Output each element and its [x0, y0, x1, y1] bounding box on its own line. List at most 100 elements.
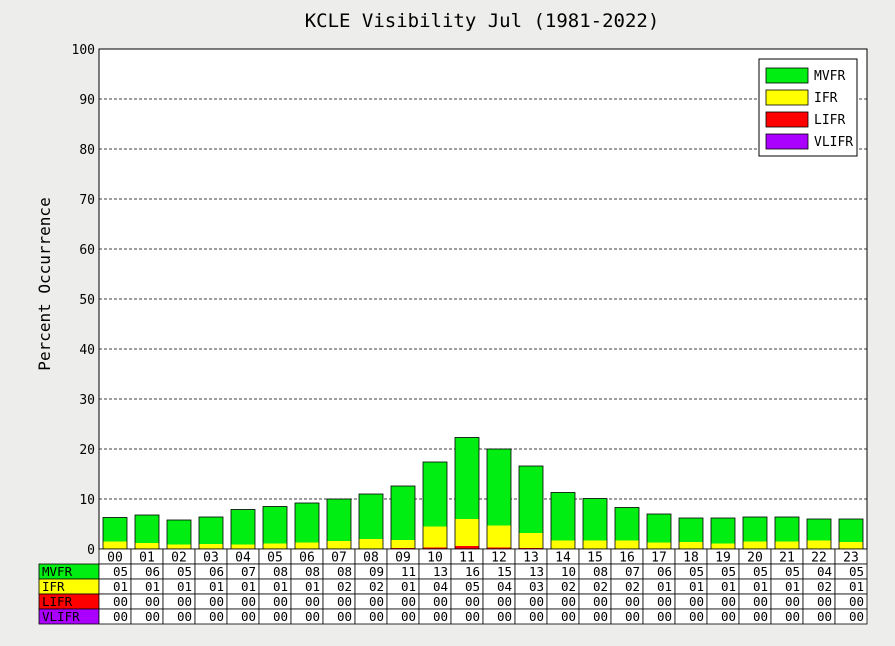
table-cell-value: 00 — [753, 609, 768, 624]
bar-segment-mvfr — [231, 509, 255, 545]
y-tick-label: 0 — [87, 543, 95, 558]
x-tick-label: 01 — [139, 551, 155, 566]
table-cell-value: 00 — [145, 609, 160, 624]
table-cell-value: 07 — [241, 564, 256, 579]
bar-segment-mvfr — [391, 486, 415, 540]
bar-segment-ifr — [679, 542, 703, 549]
table-cell-value: 00 — [689, 609, 704, 624]
table-cell-value: 00 — [497, 594, 512, 609]
legend-swatch-ifr — [765, 89, 809, 106]
bar-segment-mvfr — [839, 519, 863, 542]
table-cell-value: 00 — [305, 609, 320, 624]
bar-segment-ifr — [359, 539, 383, 549]
bar-segment-ifr — [711, 543, 735, 549]
table-cell-value: 00 — [849, 594, 864, 609]
bar-segment-mvfr — [455, 437, 479, 519]
y-tick-label: 30 — [79, 393, 95, 408]
x-tick-label: 10 — [427, 551, 443, 566]
table-cell-value: 00 — [241, 609, 256, 624]
table-cell-value: 00 — [241, 594, 256, 609]
table-cell-value: 01 — [177, 579, 192, 594]
legend-swatch-mvfr — [765, 67, 809, 84]
bar-stack-10 — [422, 461, 448, 550]
x-tick-label: 23 — [843, 551, 859, 566]
x-tick-label: 06 — [299, 551, 315, 566]
table-cell-value: 00 — [401, 594, 416, 609]
table-cell-value: 11 — [401, 564, 416, 579]
table-cell-value: 00 — [369, 594, 384, 609]
bar-segment-mvfr — [295, 503, 319, 543]
table-cell-value: 04 — [497, 579, 512, 594]
bar-stack-08 — [358, 493, 384, 550]
x-tick-label: 15 — [587, 551, 603, 566]
bar-segment-ifr — [199, 544, 223, 549]
table-cell-value: 00 — [721, 594, 736, 609]
table-cell-value: 00 — [785, 609, 800, 624]
bar-segment-ifr — [807, 540, 831, 549]
table-cell-value: 00 — [849, 609, 864, 624]
table-cell-value: 00 — [753, 594, 768, 609]
x-tick-label: 20 — [747, 551, 763, 566]
bar-stack-05 — [262, 506, 288, 550]
bar-stack-21 — [774, 516, 800, 550]
bar-segment-ifr — [775, 541, 799, 549]
x-tick-label: 21 — [779, 551, 795, 566]
table-cell-value: 00 — [337, 609, 352, 624]
bar-stack-03 — [198, 516, 224, 550]
table-cell-value: 00 — [113, 594, 128, 609]
table-cell-value: 00 — [593, 594, 608, 609]
table-cell-value: 06 — [145, 564, 160, 579]
table-cell-value: 00 — [625, 609, 640, 624]
bar-stack-11 — [454, 437, 480, 550]
table-cell-value: 01 — [305, 579, 320, 594]
table-cell-value: 05 — [465, 579, 480, 594]
table-cell-value: 00 — [177, 609, 192, 624]
bar-segment-ifr — [391, 540, 415, 548]
table-cell-value: 05 — [785, 564, 800, 579]
table-cell-value: 00 — [817, 609, 832, 624]
table-cell-value: 08 — [273, 564, 288, 579]
legend-label-vlifr: VLIFR — [814, 135, 853, 150]
table-cell-value: 15 — [497, 564, 512, 579]
bar-segment-mvfr — [551, 492, 575, 541]
table-cell-value: 09 — [369, 564, 384, 579]
table-cell-value: 05 — [689, 564, 704, 579]
table-cell-value: 05 — [721, 564, 736, 579]
bar-segment-ifr — [551, 540, 575, 549]
bar-segment-mvfr — [103, 517, 127, 542]
bar-stack-02 — [166, 519, 192, 550]
table-cell-value: 00 — [657, 609, 672, 624]
bar-stack-13 — [518, 465, 544, 550]
table-cell-value: 00 — [465, 594, 480, 609]
y-tick-label: 60 — [79, 243, 95, 258]
y-tick-label: 70 — [79, 193, 95, 208]
x-tick-label: 14 — [555, 551, 571, 566]
table-cell-value: 00 — [305, 594, 320, 609]
bar-segment-ifr — [839, 542, 863, 549]
table-cell-value: 06 — [209, 564, 224, 579]
table-cell-value: 05 — [177, 564, 192, 579]
y-tick-label: 100 — [72, 43, 95, 58]
table-cell-value: 08 — [337, 564, 352, 579]
table-cell-value: 00 — [433, 609, 448, 624]
table-cell-value: 00 — [561, 594, 576, 609]
bar-stack-19 — [710, 517, 736, 550]
legend-swatch-lifr — [765, 111, 809, 128]
bar-stack-06 — [294, 502, 320, 550]
bar-segment-mvfr — [423, 462, 447, 527]
bar-segment-mvfr — [711, 518, 735, 544]
table-cell-value: 02 — [593, 579, 608, 594]
x-tick-label: 02 — [171, 551, 187, 566]
table-row-label: IFR — [42, 579, 65, 594]
table-row-label: MVFR — [42, 564, 73, 579]
bar-segment-mvfr — [775, 517, 799, 542]
bar-segment-ifr — [295, 542, 319, 549]
legend-label-mvfr: MVFR — [814, 69, 845, 84]
bar-segment-ifr — [615, 540, 639, 549]
table-cell-value: 00 — [785, 594, 800, 609]
table-row-label: LIFR — [42, 594, 73, 609]
x-tick-label: 18 — [683, 551, 699, 566]
bar-stack-09 — [390, 485, 416, 550]
x-tick-label: 07 — [331, 551, 347, 566]
